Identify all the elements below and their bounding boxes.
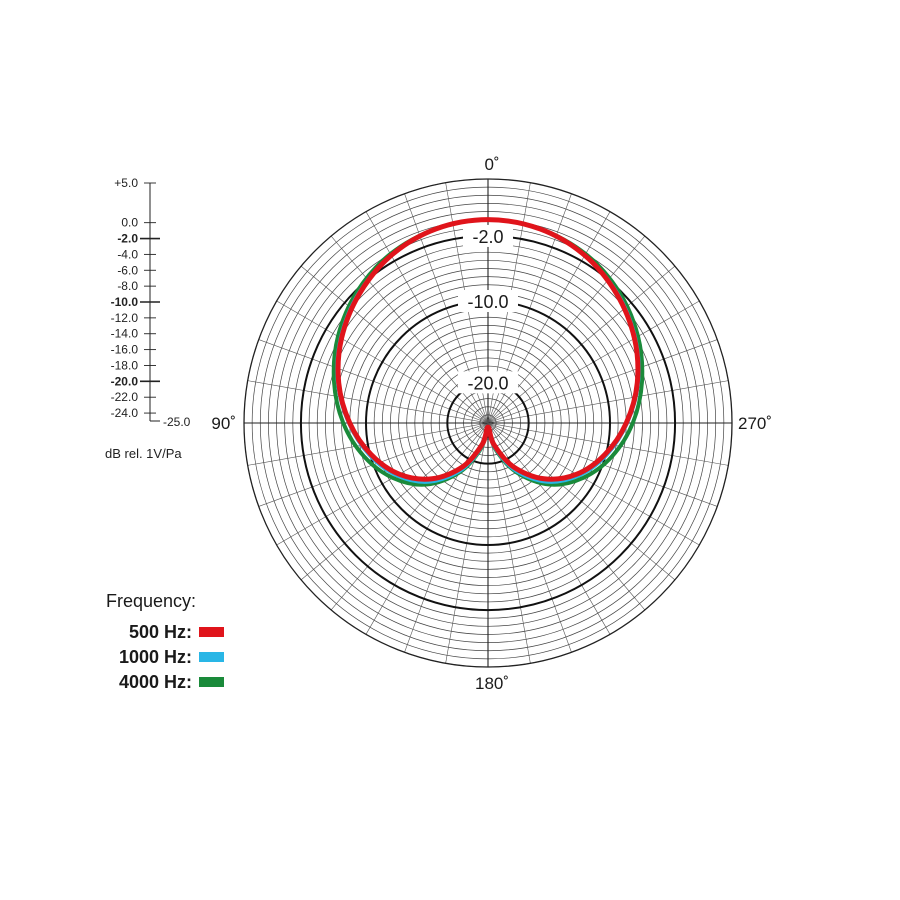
legend-item-label: 4000 Hz:	[119, 672, 192, 692]
ring-label-bg	[458, 371, 518, 394]
scale-tick-label: -2.0	[117, 232, 138, 246]
angle-label: 90˚	[211, 414, 236, 433]
ring-label: -10.0	[467, 292, 508, 312]
ring-label: -20.0	[467, 373, 508, 393]
scale-tick-label: -4.0	[117, 247, 138, 261]
legend-swatch	[199, 677, 224, 687]
legend-item-label: 1000 Hz:	[119, 647, 192, 667]
scale-unit-label: dB rel. 1V/Pa	[105, 446, 182, 461]
scale-tick-label: -22.0	[111, 390, 139, 404]
legend-swatch	[199, 627, 224, 637]
series-line-500-hz	[335, 217, 641, 482]
spoke-line	[445, 182, 531, 664]
scale-bottom-label: -25.0	[163, 415, 191, 429]
scale-tick-label: -18.0	[111, 358, 139, 372]
scale-tick-label: -10.0	[111, 295, 139, 309]
ring-label-bg	[463, 224, 513, 247]
scale-tick-label: -8.0	[117, 279, 138, 293]
angle-labels: 0˚ 90˚ 180˚ 270˚	[211, 155, 772, 693]
db-scale: +5.0 0.0 -2.0-4.0 -6.0 -8.0 -10.0 -12.0 -14.0 -1…	[105, 176, 191, 461]
scale-tick-label: -20.0	[111, 374, 139, 388]
scale-tick-label: -14.0	[111, 327, 139, 341]
angle-label: 270˚	[738, 414, 772, 433]
legend: Frequency: 500 Hz: 1000 Hz: 4000 Hz:	[106, 591, 224, 692]
legend-title: Frequency:	[106, 591, 196, 611]
ring-label: -2.0	[472, 227, 503, 247]
scale-tick-label: -12.0	[111, 311, 139, 325]
legend-swatch	[199, 652, 224, 662]
scale-tick-label: 0.0	[121, 216, 138, 230]
scale-tick-label: +5.0	[114, 176, 138, 190]
scale-tick-label: -16.0	[111, 343, 139, 357]
ring-label-bg	[458, 290, 518, 312]
legend-item-label: 500 Hz:	[129, 622, 192, 642]
angle-label: 180˚	[475, 674, 509, 693]
ring-labels: -2.0 -10.0 -20.0	[458, 224, 518, 394]
scale-tick-label: -6.0	[117, 263, 138, 277]
polar-curves	[331, 217, 645, 487]
angle-label: 0˚	[484, 155, 499, 174]
polar-grid	[243, 178, 733, 668]
outer-ring	[243, 178, 733, 668]
scale-tick-label: -24.0	[111, 406, 139, 420]
